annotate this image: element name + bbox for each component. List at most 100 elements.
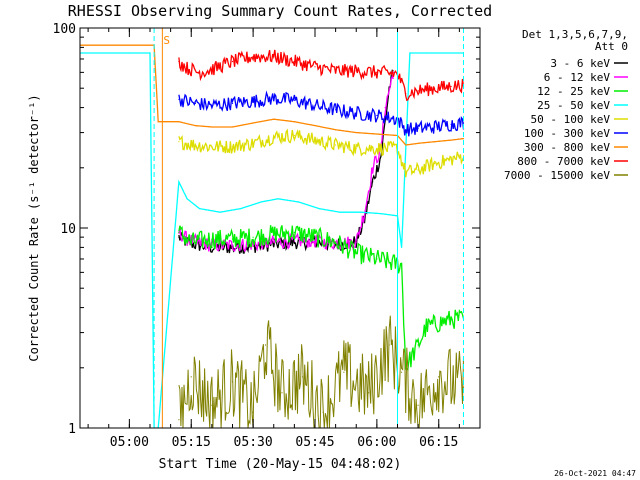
series-line-800-7000-kev [178, 49, 465, 102]
data-point-12-25-kev-14 [425, 326, 427, 328]
data-point-50-100-kev-0 [178, 141, 180, 143]
data-point-25-50-kev-6 [186, 198, 188, 200]
data-point-50-100-kev-15 [450, 158, 452, 161]
data-point-6-12-kev-6 [273, 241, 275, 243]
data-point-100-300-kev-6 [293, 99, 295, 101]
data-point-12-25-kev-2 [211, 238, 213, 240]
data-point-12-25-kev-1 [190, 241, 192, 243]
data-point-25-50-kev-2 [149, 52, 151, 54]
data-point-50-100-kev-4 [252, 142, 254, 144]
data-point-6-12-kev-14 [384, 107, 386, 109]
data-point-12-25-kev-9 [355, 252, 357, 254]
data-point-7000-15000-kev-10 [368, 392, 370, 394]
data-point-25-50-kev-11 [277, 198, 279, 200]
data-point-12-25-kev-11 [401, 264, 403, 266]
series-line-100-300-kev [178, 90, 465, 137]
data-point-100-300-kev-2 [211, 104, 213, 106]
y-axis-label: Corrected Count Rate (s⁻¹ detector⁻¹) [27, 94, 41, 361]
data-point-7000-15000-kev-8 [322, 411, 324, 413]
legend-header-detectors: Det 1,3,5,6,7,9, [522, 28, 628, 41]
legend-label-12-25-kev: 12 - 25 keV [537, 85, 610, 98]
data-point-800-7000-kev-4 [231, 60, 234, 63]
data-point-100-300-kev-13 [417, 127, 419, 129]
data-point-50-100-kev-12 [405, 171, 407, 173]
data-point-6-12-kev-12 [372, 167, 374, 169]
y-tick-label: 1 [68, 422, 76, 437]
data-point-6-12-kev-8 [314, 240, 316, 242]
data-point-25-50-kev-7 [198, 208, 201, 210]
data-point-800-7000-kev-9 [335, 70, 337, 72]
data-point-300-800-kev-20 [462, 138, 465, 140]
data-point-6-12-kev-2 [198, 242, 201, 244]
data-point-12-25-kev-3 [231, 238, 234, 240]
data-point-12-25-kev-8 [335, 241, 337, 243]
data-point-800-7000-kev-0 [178, 60, 180, 63]
data-point-100-300-kev-15 [450, 123, 452, 125]
data-point-7000-15000-kev-3 [231, 381, 234, 383]
data-point-7000-15000-kev-4 [252, 411, 254, 413]
data-point-800-7000-kev-5 [252, 55, 254, 58]
data-point-50-100-kev-7 [314, 139, 316, 141]
data-point-7000-15000-kev-12 [401, 371, 403, 373]
data-point-800-7000-kev-1 [186, 67, 188, 69]
x-tick-label: 05:30 [234, 435, 273, 450]
data-point-50-100-kev-5 [273, 136, 275, 138]
data-point-300-800-kev-10 [293, 121, 295, 123]
data-point-300-800-kev-8 [252, 122, 254, 124]
series-line-300-800-kev [80, 44, 464, 146]
data-point-100-300-kev-5 [273, 97, 275, 99]
y-tick-label: 100 [53, 22, 76, 37]
data-point-7000-15000-kev-13 [417, 404, 419, 406]
s-marker-label: S [163, 34, 170, 47]
data-point-300-800-kev-6 [211, 126, 213, 128]
data-point-12-25-kev-4 [252, 236, 254, 238]
data-point-100-300-kev-12 [405, 129, 407, 131]
data-point-300-800-kev-16 [405, 144, 407, 146]
data-point-100-300-kev-1 [194, 102, 196, 104]
data-point-800-7000-kev-7 [293, 60, 295, 63]
legend-label-7000-15000-kev: 7000 - 15000 keV [504, 169, 610, 182]
data-point-100-300-kev-14 [434, 126, 436, 128]
data-point-12-25-kev-5 [273, 233, 275, 235]
data-point-50-100-kev-9 [355, 147, 357, 149]
data-point-300-800-kev-12 [335, 129, 337, 131]
data-point-800-7000-kev-11 [376, 71, 378, 73]
data-point-25-50-kev-1 [128, 52, 130, 54]
data-point-12-25-kev-13 [417, 344, 419, 346]
data-point-25-50-kev-15 [359, 211, 361, 213]
legend-label-6-12-kev: 6 - 12 keV [544, 71, 611, 84]
data-point-7000-15000-kev-0 [178, 419, 180, 421]
data-point-50-100-kev-14 [434, 163, 436, 165]
data-point-300-800-kev-13 [355, 132, 357, 134]
data-point-3-6-kev-0 [178, 236, 180, 238]
data-point-25-50-kev-16 [380, 213, 382, 215]
data-point-25-50-kev-8 [219, 211, 221, 213]
data-point-25-50-kev-9 [240, 208, 242, 210]
plot-area: S [80, 28, 465, 428]
legend-label-25-50-kev: 25 - 50 keV [537, 99, 610, 112]
data-point-12-25-kev-7 [314, 236, 316, 238]
data-point-6-12-kev-7 [293, 240, 295, 242]
legend-label-300-800-kev: 300 - 800 keV [524, 141, 610, 154]
data-point-800-7000-kev-10 [355, 70, 357, 72]
data-point-12-25-kev-15 [450, 318, 452, 320]
data-point-12-25-kev-6 [293, 231, 295, 234]
legend-header-attenuator: Att 0 [595, 40, 628, 53]
data-point-800-7000-kev-13 [405, 93, 407, 95]
data-point-100-300-kev-10 [376, 114, 378, 117]
legend-label-800-7000-kev: 800 - 7000 keV [517, 155, 610, 168]
data-point-300-800-kev-9 [273, 118, 275, 120]
data-point-7000-15000-kev-15 [462, 386, 465, 388]
data-point-800-7000-kev-2 [198, 71, 201, 73]
data-point-300-800-kev-7 [231, 126, 234, 128]
data-point-50-100-kev-6 [293, 134, 295, 137]
data-point-7000-15000-kev-2 [211, 404, 213, 406]
data-point-12-25-kev-0 [178, 231, 180, 234]
data-point-50-100-kev-13 [417, 169, 419, 171]
data-point-300-800-kev-3 [157, 121, 159, 123]
data-point-25-50-kev-14 [339, 211, 341, 213]
data-point-100-300-kev-3 [231, 102, 234, 104]
x-tick-label: 05:15 [172, 435, 211, 450]
